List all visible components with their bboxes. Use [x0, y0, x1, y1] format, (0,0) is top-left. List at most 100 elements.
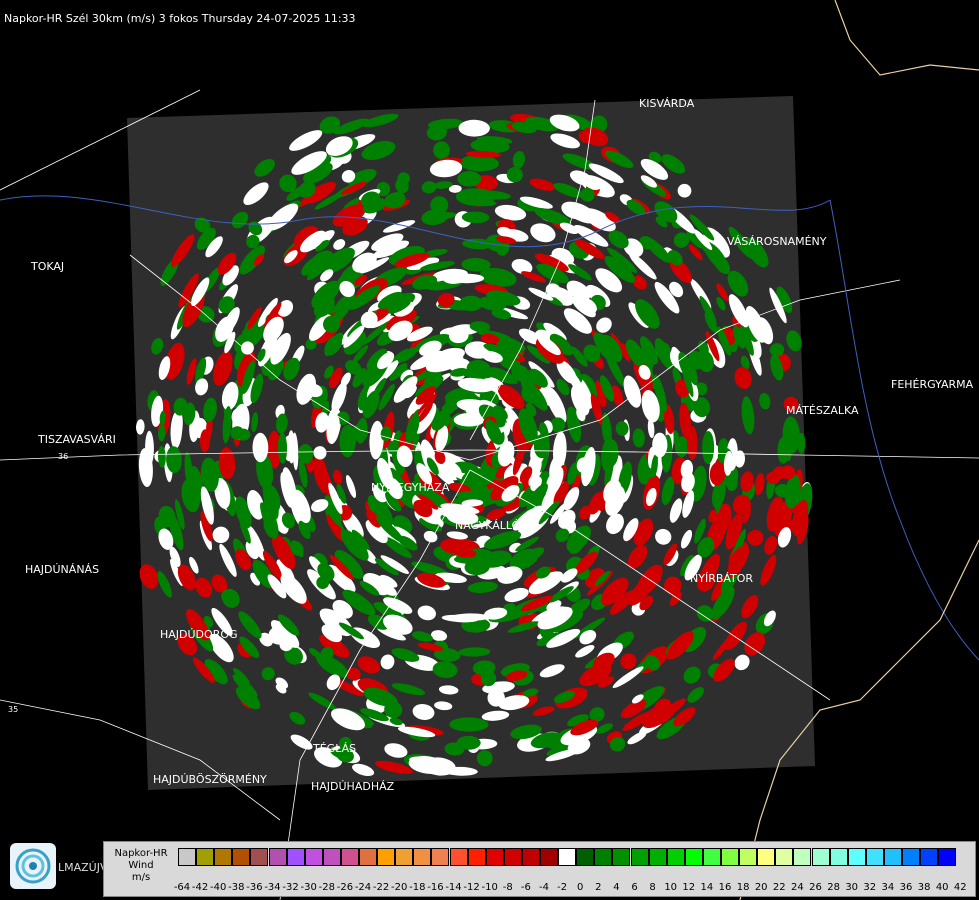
- echo-cell: [360, 311, 378, 329]
- echo-cell: [397, 172, 410, 185]
- echo-cell: [512, 151, 525, 169]
- echo-cell: [195, 378, 209, 396]
- legend-swatch: [413, 848, 432, 866]
- echo-cell: [250, 373, 264, 404]
- echo-cell: [174, 499, 185, 530]
- legend-tick-label: -42: [191, 882, 209, 893]
- echo-cell: [495, 464, 509, 479]
- echo-cell: [625, 339, 646, 367]
- echo-cell: [533, 434, 550, 459]
- echo-cell: [562, 153, 596, 170]
- echo-cell: [205, 236, 223, 258]
- legend-swatch: [395, 848, 414, 866]
- echo-cell: [259, 632, 273, 647]
- echo-cell: [529, 368, 548, 388]
- legend-tick-label: 36: [899, 882, 913, 893]
- echo-cell: [687, 687, 704, 703]
- legend-tick-label: 24: [791, 882, 804, 893]
- legend-swatch: [232, 848, 251, 866]
- echo-cell: [481, 350, 503, 363]
- legend-swatch: [377, 848, 396, 866]
- echo-cell: [680, 459, 694, 479]
- legend-tick-label: -34: [264, 882, 281, 893]
- echo-cell: [532, 706, 555, 716]
- echo-cell: [605, 150, 634, 169]
- echo-cell: [784, 474, 801, 509]
- echo-cell: [219, 543, 237, 577]
- echo-cell: [622, 711, 654, 732]
- echo-cell: [537, 606, 573, 630]
- echo-cell: [573, 225, 609, 247]
- legend-tick-label: -28: [318, 882, 335, 893]
- echo-cell: [608, 230, 629, 249]
- echo-cell: [512, 444, 525, 476]
- echo-cell: [461, 211, 490, 224]
- echo-cell: [354, 275, 368, 286]
- echo-cell: [267, 574, 287, 599]
- echo-cell: [716, 297, 726, 311]
- echo-cell: [633, 518, 654, 546]
- echo-cell: [340, 529, 369, 561]
- echo-cell: [609, 736, 626, 752]
- echo-cell: [195, 577, 213, 598]
- echo-cell: [283, 357, 300, 381]
- echo-cell: [461, 257, 491, 272]
- city-label: HAJDÚHADHÁZ: [311, 780, 395, 793]
- echo-cell: [186, 358, 197, 385]
- echo-cell: [333, 118, 369, 135]
- legend-tick-label: 22: [772, 882, 786, 893]
- echo-cell: [724, 621, 747, 651]
- echo-cell: [320, 269, 334, 282]
- echo-cell: [581, 446, 596, 487]
- echo-cell: [276, 413, 288, 434]
- echo-cell: [689, 214, 715, 241]
- echo-cell: [461, 468, 494, 487]
- echo-cell: [638, 364, 651, 380]
- echo-cell: [518, 328, 542, 345]
- echo-cell: [319, 116, 341, 134]
- legend-tick-label: 8: [649, 882, 656, 893]
- echo-cell: [479, 268, 517, 287]
- echo-cell: [623, 375, 642, 408]
- echo-cell: [196, 227, 216, 250]
- legend-swatch: [322, 848, 341, 866]
- echo-cell: [640, 158, 669, 180]
- legend-tick-label: -16: [427, 882, 444, 893]
- legend-tick-label: 30: [845, 882, 859, 893]
- legend-swatch: [214, 848, 233, 866]
- echo-cell: [446, 531, 468, 540]
- echo-cell: [389, 362, 408, 381]
- echo-cell: [212, 526, 230, 544]
- echo-cell: [567, 369, 586, 398]
- echo-cell: [247, 525, 266, 561]
- echo-cell: [725, 513, 743, 550]
- echo-cell: [352, 763, 375, 777]
- echo-cell: [254, 158, 275, 177]
- legend-swatch: [268, 848, 287, 866]
- echo-cell: [647, 418, 655, 439]
- echo-cell: [711, 586, 735, 620]
- echo-cell: [766, 496, 784, 532]
- echo-cell: [469, 321, 491, 332]
- echo-cell: [297, 181, 316, 198]
- legend-tick-label: 34: [881, 882, 895, 893]
- echo-cell: [526, 345, 551, 364]
- legend-swatch: [847, 848, 866, 866]
- echo-cell: [521, 271, 547, 283]
- echo-cell: [528, 287, 554, 301]
- echo-cell: [491, 308, 511, 320]
- echo-cell: [405, 413, 420, 444]
- echo-cell: [507, 621, 541, 633]
- echo-cell: [741, 595, 759, 619]
- echo-cell: [409, 756, 449, 768]
- echo-cell: [208, 633, 234, 663]
- echo-cell: [360, 257, 390, 274]
- echo-cell: [362, 113, 399, 128]
- echo-cell: [324, 365, 334, 379]
- echo-cell: [292, 432, 299, 471]
- echo-cell: [384, 192, 406, 209]
- echo-cell: [708, 509, 717, 523]
- echo-cell: [359, 581, 380, 596]
- echo-cell: [590, 393, 603, 425]
- echo-cell: [241, 341, 254, 355]
